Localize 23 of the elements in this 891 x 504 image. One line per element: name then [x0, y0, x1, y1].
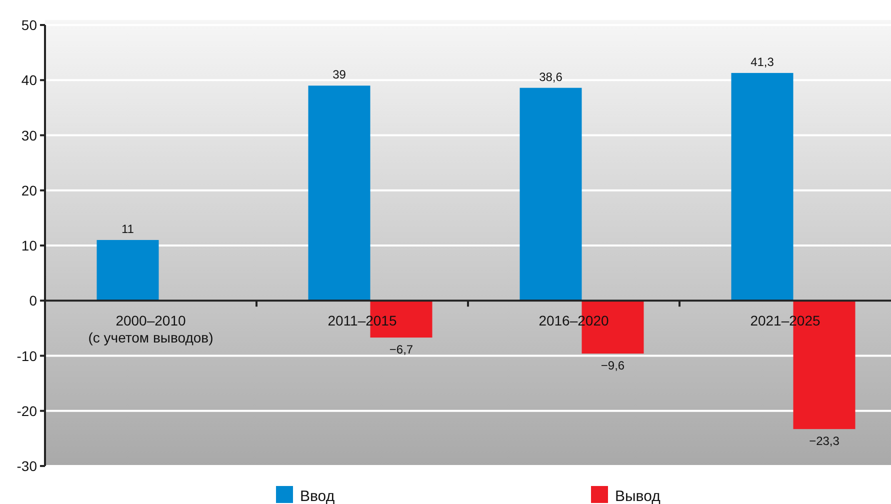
- y-tick-label: 10: [21, 238, 38, 254]
- y-tick-label: 30: [21, 127, 38, 144]
- y-tick-label: 50: [21, 17, 38, 33]
- y-tick-label: 20: [21, 182, 38, 198]
- data-label: −6,7: [389, 342, 414, 357]
- y-tick-label: -30: [16, 458, 38, 474]
- bar: [520, 88, 582, 301]
- data-label: 41,3: [750, 54, 774, 69]
- legend-label: Ввод: [300, 488, 335, 504]
- data-label: 39: [332, 68, 346, 82]
- legend-label: Вывод: [615, 488, 661, 504]
- bar: [96, 240, 159, 301]
- bar: [731, 72, 794, 301]
- y-tick-label: 40: [21, 72, 38, 88]
- x-tick-label: 2000–2010 (с учетом выводов): [88, 312, 214, 346]
- data-label: 38,6: [539, 70, 563, 84]
- y-tick-label: -20: [16, 402, 38, 419]
- bar: [308, 86, 370, 301]
- data-label: −23,3: [809, 434, 840, 448]
- y-tick-label: 0: [29, 292, 38, 309]
- y-tick-label: -10: [16, 348, 38, 364]
- data-label: −9,6: [600, 358, 625, 373]
- data-label: 11: [122, 222, 134, 236]
